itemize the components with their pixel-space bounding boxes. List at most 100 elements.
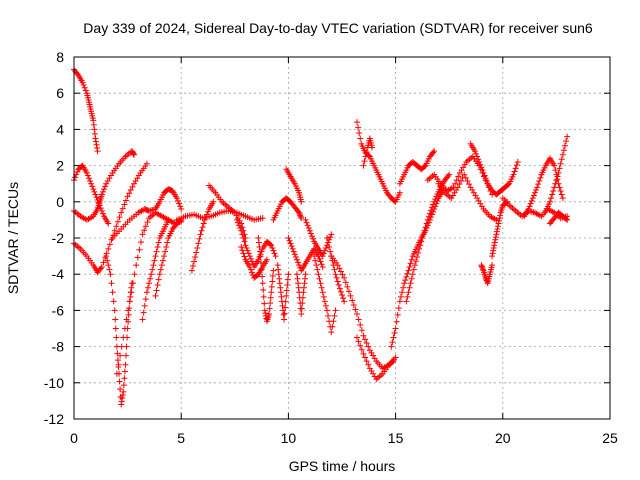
data-point	[248, 258, 255, 265]
data-point	[144, 284, 151, 291]
data-point	[479, 167, 486, 174]
data-point	[131, 151, 138, 158]
data-point	[354, 311, 361, 318]
data-point	[510, 171, 517, 178]
data-point	[426, 210, 433, 217]
data-point	[558, 156, 565, 163]
data-point	[125, 307, 132, 314]
data-point	[493, 216, 500, 223]
data-point	[98, 207, 105, 214]
data-point	[407, 260, 414, 267]
data-point	[121, 325, 128, 332]
data-point	[154, 244, 161, 251]
data-point	[247, 266, 254, 273]
data-point	[329, 323, 336, 330]
data-point	[414, 254, 421, 261]
data-point	[512, 165, 519, 172]
data-point	[408, 256, 415, 263]
data-point	[311, 253, 318, 260]
data-point	[105, 262, 112, 269]
data-point	[369, 144, 376, 151]
data-point	[275, 271, 282, 278]
data-point	[296, 262, 303, 269]
series-arc-1	[71, 66, 101, 155]
data-point	[248, 269, 255, 276]
data-point	[293, 271, 300, 278]
data-point	[115, 361, 122, 368]
data-point	[550, 187, 557, 194]
data-point	[560, 147, 567, 154]
data-point	[203, 211, 210, 218]
series-arc-28	[396, 148, 438, 187]
data-point	[564, 216, 571, 223]
data-point	[325, 312, 332, 319]
data-point	[331, 312, 338, 319]
data-point	[405, 267, 412, 274]
data-point	[313, 262, 320, 269]
series-arc-16	[270, 195, 305, 223]
data-point	[415, 249, 422, 256]
data-point	[406, 263, 413, 270]
data-point	[494, 225, 501, 232]
data-point	[394, 311, 401, 318]
data-point	[111, 307, 118, 314]
series-arc-9	[152, 216, 185, 299]
data-point	[298, 198, 305, 205]
data-point	[493, 228, 500, 235]
data-point	[409, 271, 416, 278]
data-point	[478, 263, 485, 270]
data-point	[246, 253, 253, 260]
data-point	[355, 338, 362, 345]
data-point	[141, 302, 148, 309]
data-point	[285, 235, 292, 241]
data-point	[536, 177, 543, 184]
data-point	[511, 168, 518, 175]
data-point	[151, 257, 158, 264]
data-point	[479, 266, 486, 273]
data-point	[255, 256, 262, 263]
y-tick-label: -12	[44, 411, 64, 427]
data-point	[303, 219, 310, 226]
data-point	[150, 262, 157, 269]
data-point	[282, 304, 289, 311]
data-point	[288, 243, 295, 250]
data-point	[110, 298, 117, 305]
data-point	[490, 244, 497, 251]
data-point	[494, 223, 501, 230]
data-point	[153, 248, 160, 255]
data-point	[112, 316, 119, 323]
data-point	[103, 253, 110, 260]
data-point	[267, 294, 274, 301]
x-tick-label: 10	[281, 430, 297, 446]
data-point	[127, 187, 134, 194]
data-point	[360, 332, 367, 339]
data-point	[260, 287, 267, 294]
data-point	[363, 149, 370, 156]
data-point	[478, 164, 485, 171]
data-point	[88, 180, 95, 187]
data-point	[299, 294, 306, 301]
data-point	[430, 201, 437, 208]
data-point	[297, 212, 304, 219]
data-point	[291, 251, 298, 258]
data-point	[319, 253, 326, 260]
data-point	[557, 187, 564, 194]
data-point	[317, 280, 324, 287]
data-point	[418, 238, 425, 245]
data-point	[478, 262, 485, 269]
data-point	[74, 70, 81, 77]
data-point	[101, 186, 108, 193]
data-point	[530, 192, 537, 199]
data-point	[289, 245, 296, 252]
data-point	[120, 334, 127, 341]
data-point	[152, 292, 159, 299]
data-point	[133, 262, 140, 269]
data-point	[280, 311, 287, 318]
series-arc-14	[238, 244, 270, 281]
data-point	[429, 204, 436, 211]
data-point	[496, 215, 503, 222]
data-point	[491, 239, 498, 246]
data-point	[163, 244, 170, 251]
y-tick-label: 8	[56, 49, 64, 65]
data-point	[298, 305, 305, 312]
